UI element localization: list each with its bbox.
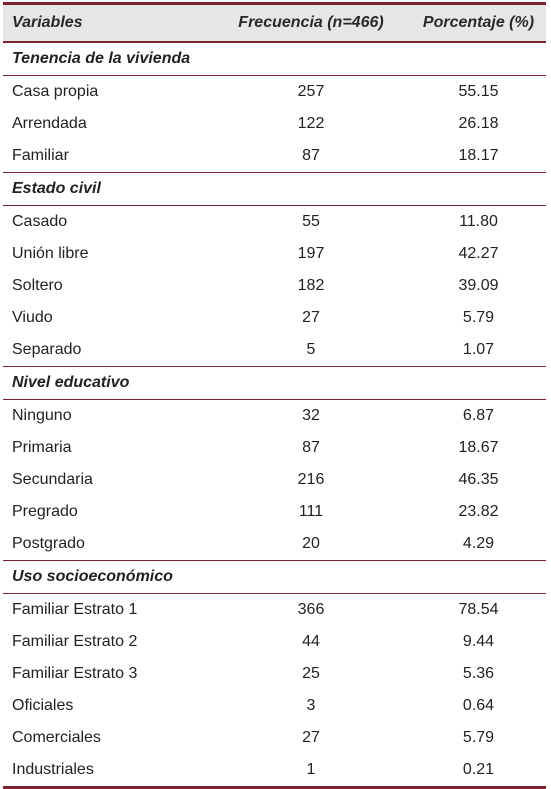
cell: 39.09 — [458, 277, 499, 294]
cell: 87 — [302, 439, 320, 456]
cell: Separado — [12, 341, 82, 358]
cell: 257 — [297, 83, 325, 100]
cell: 197 — [297, 245, 325, 262]
cell: 18.17 — [458, 147, 499, 164]
cell: 87 — [302, 147, 320, 164]
cell: 78.54 — [458, 601, 499, 618]
data-row: Pregrado 111 23.82 — [3, 496, 546, 528]
section-row: Uso socioeconómico — [3, 560, 546, 594]
data-row: Oficiales 3 0.64 — [3, 690, 546, 722]
data-row: Familiar Estrato 3 25 5.36 — [3, 658, 546, 690]
data-row: Postgrado 20 4.29 — [3, 528, 546, 561]
section-row: Nivel educativo — [3, 366, 546, 400]
cell: Pregrado — [12, 503, 78, 520]
data-row: Soltero 182 39.09 — [3, 270, 546, 302]
cell: Viudo — [12, 309, 53, 326]
cell: 5.36 — [462, 665, 495, 682]
cell: Postgrado — [12, 535, 85, 552]
cell: 18.67 — [458, 439, 499, 456]
cell: Casa propia — [12, 83, 99, 100]
header-cell: Frecuencia (n=466) — [211, 2, 411, 43]
section-row: Estado civil — [3, 172, 546, 206]
cell: 1 — [211, 754, 411, 789]
header-cell: Variables — [3, 2, 211, 43]
data-row: Secundaria 216 46.35 — [3, 464, 546, 496]
section-row: Tenencia de la vivienda — [3, 41, 546, 76]
cell: 42.27 — [458, 245, 499, 262]
cell: 20 — [302, 535, 320, 552]
cell: 44 — [302, 633, 320, 650]
data-row: Separado 5 1.07 — [3, 334, 546, 367]
cell: 25 — [302, 665, 320, 682]
cell: 55.15 — [458, 83, 499, 100]
cell: Familiar Estrato 1 — [12, 601, 138, 618]
cell: 23.82 — [458, 503, 499, 520]
cell: Familiar — [12, 147, 69, 164]
cell: 27 — [302, 309, 320, 326]
cell: 182 — [297, 277, 325, 294]
data-row: Casa propia 257 55.15 — [3, 76, 546, 109]
data-row: Ninguno 32 6.87 — [3, 400, 546, 433]
cell: 5 — [306, 341, 316, 358]
cell: 6.87 — [462, 407, 495, 424]
cell: 1.07 — [462, 341, 495, 358]
cell: 216 — [297, 471, 325, 488]
cell: 26.18 — [458, 115, 499, 132]
cell: Casado — [12, 213, 68, 230]
cell: 4.29 — [462, 535, 495, 552]
cell: 46.35 — [458, 471, 499, 488]
cell: Familiar Estrato 3 — [12, 665, 138, 682]
cell: 111 — [298, 503, 324, 520]
section-title: Uso socioeconómico — [3, 560, 546, 594]
cell: 55 — [302, 213, 320, 230]
section-title: Tenencia de la vivienda — [3, 41, 546, 76]
data-table: Variables Frecuencia (n=466) Porcentaje … — [3, 2, 546, 789]
cell: 27 — [302, 729, 320, 746]
cell: Arrendada — [12, 115, 87, 132]
cell: 5.79 — [462, 729, 495, 746]
cell: 3 — [306, 697, 316, 714]
data-row: Arrendada 122 26.18 — [3, 108, 546, 140]
data-row: Familiar Estrato 1 366 78.54 — [3, 594, 546, 627]
data-row: Unión libre 197 42.27 — [3, 238, 546, 270]
section-title: Estado civil — [3, 172, 546, 206]
cell: 0.64 — [462, 697, 495, 714]
table-body: Tenencia de la vivienda Casa propia 257 55.… — [3, 41, 546, 789]
data-row: Familiar 87 18.17 — [3, 140, 546, 173]
data-row: Industriales 1 0.21 — [3, 754, 546, 789]
cell: 0.21 — [411, 754, 546, 789]
cell: Ninguno — [12, 407, 72, 424]
cell: Oficiales — [12, 697, 74, 714]
cell: Familiar Estrato 2 — [12, 633, 138, 650]
cell: Industriales — [3, 754, 211, 789]
cell: Unión libre — [12, 245, 89, 262]
cell: 366 — [297, 601, 325, 618]
data-row: Viudo 27 5.79 — [3, 302, 546, 334]
cell: 9.44 — [462, 633, 495, 650]
data-row: Comerciales 27 5.79 — [3, 722, 546, 754]
cell: Comerciales — [12, 729, 101, 746]
cell: 122 — [297, 115, 325, 132]
cell: 11.80 — [459, 213, 498, 230]
cell: 5.79 — [462, 309, 495, 326]
section-title: Nivel educativo — [3, 366, 546, 400]
data-row: Casado 55 11.80 — [3, 206, 546, 239]
data-row: Familiar Estrato 2 44 9.44 — [3, 626, 546, 658]
cell: 32 — [302, 407, 320, 424]
cell: Soltero — [12, 277, 63, 294]
cell: Primaria — [12, 439, 72, 456]
cell: Secundaria — [12, 471, 93, 488]
header-row: Variables Frecuencia (n=466) Porcentaje … — [3, 2, 546, 43]
header-cell: Porcentaje (%) — [411, 2, 546, 43]
data-row: Primaria 87 18.67 — [3, 432, 546, 464]
table-header: Variables Frecuencia (n=466) Porcentaje … — [3, 2, 546, 43]
